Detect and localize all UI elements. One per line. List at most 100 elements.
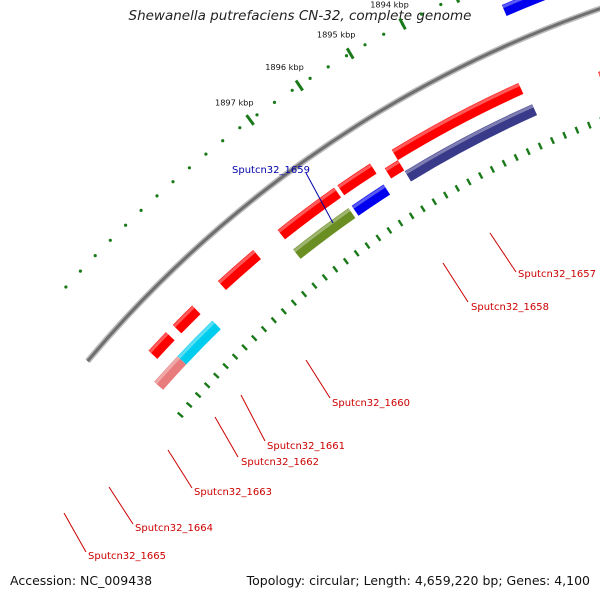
inner-ruler-tick <box>477 171 484 180</box>
topology-label: Topology: circular; Length: 4,659,220 bp… <box>246 573 590 588</box>
gene-highlight <box>391 83 520 153</box>
ruler-label: 1897 kbp <box>215 97 254 107</box>
ruler-dot <box>124 223 128 227</box>
gene-highlight <box>218 250 256 284</box>
ruler-major-tick <box>294 79 304 92</box>
inner-ruler-tick <box>185 401 193 409</box>
ruler-dot <box>326 65 330 69</box>
ruler-dot <box>93 254 97 258</box>
inner-ruler-tick <box>342 257 349 265</box>
gene-label[interactable]: Sputcn32_1659 <box>232 165 310 176</box>
gene-highlight <box>404 104 534 175</box>
outer-ruler-dots <box>64 2 443 289</box>
ruler-label: 1896 kbp <box>265 62 304 72</box>
gene-feature[interactable] <box>384 160 405 179</box>
callout-line <box>305 172 334 224</box>
map-title: Shewanella putrefaciens CN-32, complete … <box>128 8 472 24</box>
ruler-dot <box>187 166 191 170</box>
callout-line <box>63 512 87 553</box>
inner-ruler-tick <box>420 205 426 213</box>
gene-label[interactable]: Sputcn32_1661 <box>267 441 345 452</box>
gene-callouts[interactable]: Sputcn32_1657 Sputcn32_1658 Sputcn32_1659 S… <box>63 165 596 562</box>
inner-ruler-tick <box>353 249 360 257</box>
inner-ruler-tick <box>466 178 472 186</box>
inner-ruler-tick <box>386 226 393 234</box>
gene-feature[interactable] <box>148 332 175 359</box>
ruler-label: 1894 kbp <box>370 0 409 10</box>
gene-highlight <box>337 163 372 189</box>
gene-label[interactable]: Sputcn32_1658 <box>471 302 549 313</box>
inner-ruler-tick <box>231 353 239 360</box>
gene-highlight <box>293 208 351 253</box>
inner-ruler-tick <box>562 131 568 139</box>
ruler-major-tick <box>245 114 255 126</box>
gene-feature[interactable] <box>217 249 261 290</box>
inner-ruler-ticks <box>176 117 600 419</box>
gene-feature[interactable] <box>351 184 391 216</box>
callout-line <box>108 486 134 525</box>
gene-feature[interactable] <box>172 305 201 334</box>
ruler-dot <box>439 2 443 7</box>
inner-ruler-tick <box>241 343 248 351</box>
gene-highlight <box>277 188 337 233</box>
inner-ruler-tick <box>280 307 288 315</box>
callout-line <box>489 232 517 273</box>
ruler-dot <box>308 76 312 80</box>
gene-label[interactable]: Sputcn32_1657 <box>518 269 596 280</box>
inner-ruler-tick <box>431 198 438 206</box>
gene-highlight <box>154 356 180 385</box>
gene-highlight <box>502 0 523 9</box>
inner-ruler-tick <box>290 299 298 307</box>
ruler-dot <box>344 54 349 58</box>
gene-feature[interactable] <box>177 320 221 365</box>
inner-ruler-tick <box>574 126 580 134</box>
gene-label[interactable]: Sputcn32_1662 <box>241 457 319 468</box>
gene-feature[interactable] <box>277 187 342 240</box>
gene-highlight <box>384 160 400 172</box>
ruler-dot <box>204 152 208 156</box>
inner-ruler-tick <box>454 184 461 192</box>
inner-ruler-tick <box>586 121 592 129</box>
inner-ruler-tick <box>260 325 268 333</box>
inner-ruler-tick <box>176 411 184 419</box>
inner-ruler-tick <box>311 282 318 290</box>
inner-ruler-tick <box>194 391 202 399</box>
ruler-dot <box>64 285 68 289</box>
ruler-dot <box>171 180 175 184</box>
inner-ruler-tick <box>222 362 229 370</box>
gene-feature[interactable] <box>404 104 538 182</box>
gene-label[interactable]: Sputcn32_1663 <box>194 487 272 498</box>
gene-label[interactable]: Sputcn32_1664 <box>135 523 213 534</box>
inner-ruler-tick <box>397 219 404 227</box>
gene-feature[interactable] <box>293 208 356 259</box>
gene-feature[interactable] <box>337 163 377 196</box>
ruler-dot <box>255 113 259 117</box>
ruler-labels: 1886 kbp1887 kbp1888 kbp1889 kbp1890 kbp… <box>215 0 461 126</box>
gene-highlight <box>148 332 169 354</box>
ruler-major-tick <box>345 47 355 60</box>
gene-label[interactable]: Sputcn32_1660 <box>332 398 410 409</box>
inner-ruler-tick <box>513 153 519 162</box>
callout-line <box>305 359 331 399</box>
ruler-dot <box>363 43 367 47</box>
inner-ruler-tick <box>321 273 328 281</box>
inner-ruler-tick <box>250 334 258 342</box>
gene-feature[interactable] <box>501 0 546 17</box>
gene-feature[interactable] <box>154 356 187 390</box>
ruler-dot <box>139 208 143 212</box>
callout-line <box>442 262 469 303</box>
gene-label[interactable]: Sputcn32_1665 <box>88 551 166 562</box>
callout-line <box>240 394 266 442</box>
ruler-major-tick <box>398 17 407 30</box>
inner-ruler-tick <box>501 159 507 167</box>
ruler-dot <box>78 269 82 273</box>
inner-ruler-tick <box>212 372 220 379</box>
gene-highlight <box>177 321 215 359</box>
inner-ruler-tick <box>549 136 555 145</box>
gene-feature[interactable] <box>391 82 524 161</box>
gene-features[interactable] <box>148 0 600 390</box>
inner-ruler-tick <box>408 212 415 220</box>
ruler-dot <box>108 238 112 242</box>
ruler-dot <box>420 12 424 16</box>
